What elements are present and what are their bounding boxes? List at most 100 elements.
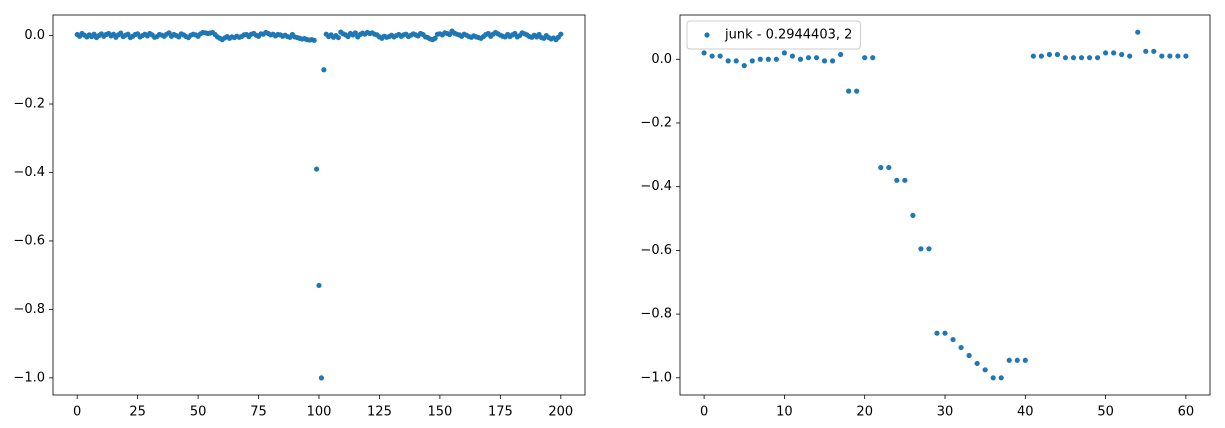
legend-marker <box>704 32 710 38</box>
point <box>926 246 932 252</box>
x-tick-label: 75 <box>250 405 267 420</box>
point <box>733 58 739 64</box>
point <box>1014 357 1020 363</box>
point <box>311 37 317 43</box>
point <box>749 58 755 64</box>
y-tick-label: −0.6 <box>13 233 45 248</box>
point <box>1006 357 1012 363</box>
point <box>1086 55 1093 61</box>
point <box>1119 51 1125 58</box>
point <box>1167 53 1173 59</box>
axes-frame <box>679 14 1211 396</box>
point <box>1159 53 1165 59</box>
point <box>757 56 763 62</box>
y-tick-label: −0.6 <box>640 243 672 258</box>
x-tick-label: 200 <box>548 405 573 420</box>
point <box>701 50 707 56</box>
point <box>335 34 341 41</box>
point <box>1127 53 1133 59</box>
point <box>1111 50 1117 56</box>
point <box>781 50 787 56</box>
point <box>773 56 779 62</box>
point <box>813 55 820 61</box>
point <box>918 246 924 252</box>
point <box>878 164 884 171</box>
point <box>316 282 322 289</box>
point <box>958 344 964 351</box>
point <box>313 166 320 172</box>
x-tick-label: 40 <box>1017 405 1034 420</box>
point <box>1022 357 1028 363</box>
subplot: 0 10 20 30 40 50 60 0.0 −0.2 −0.4 −0.6 −0.8 −1.0 junk… <box>640 14 1211 420</box>
point <box>352 30 358 36</box>
point <box>990 375 996 381</box>
point <box>1151 48 1157 54</box>
point <box>741 63 747 69</box>
y-tick-label: −1.0 <box>13 370 45 385</box>
point <box>797 56 804 62</box>
point <box>862 55 868 61</box>
point <box>1062 55 1069 61</box>
subplot: 0 25 50 75 100 125 150 175 200 0.0 −0.2 −0.4 −0.6 −0.… <box>13 14 586 420</box>
y-tick-label: −1.0 <box>640 370 672 385</box>
point <box>1054 51 1061 58</box>
point <box>725 58 731 64</box>
point <box>1046 51 1052 58</box>
point <box>558 31 564 37</box>
point <box>1175 53 1181 59</box>
point <box>870 55 876 61</box>
point <box>838 51 844 58</box>
point <box>974 360 980 367</box>
y-tick-label: −0.2 <box>640 115 672 130</box>
point <box>1103 50 1109 56</box>
x-tick-label: 25 <box>129 405 146 420</box>
point <box>982 367 988 373</box>
point <box>934 330 940 336</box>
x-tick-label: 20 <box>856 405 873 420</box>
legend-box <box>686 20 861 50</box>
y-tick-label: −0.2 <box>13 97 45 112</box>
point <box>894 177 900 183</box>
point <box>789 53 796 59</box>
point <box>854 88 860 94</box>
point <box>1183 53 1189 59</box>
y-tick-label: 0.0 <box>651 52 672 67</box>
point <box>910 212 916 218</box>
x-tick-label: 0 <box>73 405 81 420</box>
point <box>717 53 723 59</box>
y-tick-label: −0.8 <box>13 302 45 317</box>
y-tick-label: 0.0 <box>24 28 45 43</box>
point <box>1030 53 1036 59</box>
point <box>1038 53 1044 59</box>
point <box>805 55 812 61</box>
point <box>998 375 1004 381</box>
point <box>950 336 956 343</box>
point <box>709 53 715 59</box>
x-tick-label: 125 <box>367 405 392 420</box>
x-tick-label: 175 <box>488 405 513 420</box>
legend-label: junk - 0.2944403, 2 <box>724 28 852 43</box>
point <box>765 56 771 62</box>
y-tick-label: −0.8 <box>640 307 672 322</box>
point <box>821 58 828 64</box>
point <box>966 352 972 359</box>
x-tick-label: 50 <box>1097 405 1114 420</box>
point <box>829 58 836 64</box>
legend: junk - 0.2944403, 2 <box>686 20 861 50</box>
point <box>902 177 908 183</box>
point <box>886 164 892 171</box>
point <box>942 330 948 336</box>
point <box>1070 55 1077 61</box>
x-tick-label: 50 <box>190 405 207 420</box>
x-tick-label: 30 <box>937 405 954 420</box>
y-tick-label: −0.4 <box>640 179 672 194</box>
x-tick-label: 0 <box>700 405 708 420</box>
x-tick-label: 10 <box>776 405 793 420</box>
point <box>432 35 438 41</box>
x-tick-label: 150 <box>427 405 452 420</box>
x-tick-label: 60 <box>1178 405 1195 420</box>
axes-frame <box>52 14 586 396</box>
point <box>1135 29 1141 35</box>
point <box>846 88 852 94</box>
